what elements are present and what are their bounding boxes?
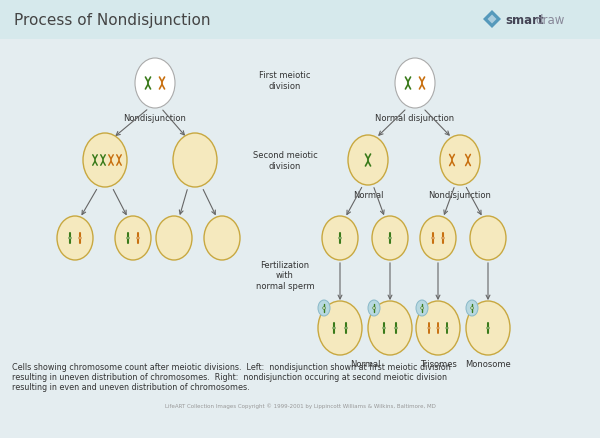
Ellipse shape (83, 134, 127, 187)
Text: Fertilization
with
normal sperm: Fertilization with normal sperm (256, 261, 314, 290)
Text: Nondisjunction: Nondisjunction (124, 114, 187, 123)
Ellipse shape (416, 301, 460, 355)
Ellipse shape (57, 216, 93, 261)
Ellipse shape (79, 237, 81, 240)
Text: Normal disjunction: Normal disjunction (376, 114, 455, 123)
Text: Normal: Normal (350, 359, 380, 368)
Ellipse shape (323, 307, 325, 310)
Ellipse shape (389, 237, 391, 240)
Ellipse shape (137, 237, 139, 240)
Ellipse shape (161, 83, 163, 85)
Ellipse shape (395, 59, 435, 109)
Ellipse shape (69, 237, 71, 240)
Ellipse shape (440, 136, 480, 186)
Ellipse shape (322, 216, 358, 261)
Polygon shape (487, 15, 497, 25)
Ellipse shape (372, 216, 408, 261)
Text: First meiotic
division: First meiotic division (259, 71, 311, 91)
Ellipse shape (437, 327, 439, 329)
Ellipse shape (466, 300, 478, 316)
Ellipse shape (446, 327, 448, 329)
Ellipse shape (348, 136, 388, 186)
Ellipse shape (102, 160, 104, 162)
Polygon shape (483, 11, 501, 29)
Ellipse shape (368, 300, 380, 316)
Ellipse shape (318, 301, 362, 355)
Ellipse shape (428, 327, 430, 329)
Ellipse shape (407, 83, 409, 85)
Ellipse shape (373, 307, 375, 310)
Ellipse shape (367, 159, 369, 162)
Ellipse shape (94, 160, 96, 162)
Ellipse shape (204, 216, 240, 261)
Ellipse shape (333, 327, 335, 329)
Ellipse shape (156, 216, 192, 261)
Ellipse shape (345, 327, 347, 329)
Ellipse shape (173, 134, 217, 187)
Ellipse shape (395, 327, 397, 329)
Ellipse shape (110, 160, 112, 162)
Text: Monosome: Monosome (465, 359, 511, 368)
Text: Second meiotic
division: Second meiotic division (253, 151, 317, 170)
Ellipse shape (127, 237, 129, 240)
Ellipse shape (471, 307, 473, 310)
Ellipse shape (416, 300, 428, 316)
Text: Trisomes: Trisomes (419, 359, 457, 368)
Text: smart: smart (505, 14, 544, 26)
Ellipse shape (442, 237, 444, 240)
Ellipse shape (421, 307, 423, 310)
Text: LifeART Collection Images Copyright © 1999-2001 by Lippincott Williams & Wilkins: LifeART Collection Images Copyright © 19… (164, 403, 436, 408)
Ellipse shape (318, 300, 330, 316)
Ellipse shape (368, 301, 412, 355)
Ellipse shape (147, 83, 149, 85)
Text: Normal: Normal (353, 191, 383, 200)
Ellipse shape (339, 237, 341, 240)
Ellipse shape (135, 59, 175, 109)
Ellipse shape (420, 216, 456, 261)
Ellipse shape (466, 301, 510, 355)
Ellipse shape (432, 237, 434, 240)
Ellipse shape (115, 216, 151, 261)
Ellipse shape (421, 83, 423, 85)
Ellipse shape (383, 327, 385, 329)
Text: ·: · (558, 12, 561, 22)
Text: resulting in even and uneven distribution of chromosomes.: resulting in even and uneven distributio… (12, 382, 250, 391)
Ellipse shape (470, 216, 506, 261)
Ellipse shape (451, 159, 453, 162)
Text: Process of Nondisjunction: Process of Nondisjunction (14, 12, 211, 28)
Ellipse shape (467, 159, 469, 162)
Bar (0, 0, 600, 40)
Text: Nondisjunction: Nondisjunction (428, 191, 491, 200)
Text: draw: draw (535, 14, 565, 26)
Ellipse shape (118, 160, 120, 162)
Ellipse shape (487, 327, 489, 329)
Text: resulting in uneven distribution of chromosomes.  Right:  nondisjunction occurin: resulting in uneven distribution of chro… (12, 372, 447, 381)
Text: Cells showing chromosome count after meiotic divisions.  Left:  nondisjunction s: Cells showing chromosome count after mei… (12, 362, 451, 371)
